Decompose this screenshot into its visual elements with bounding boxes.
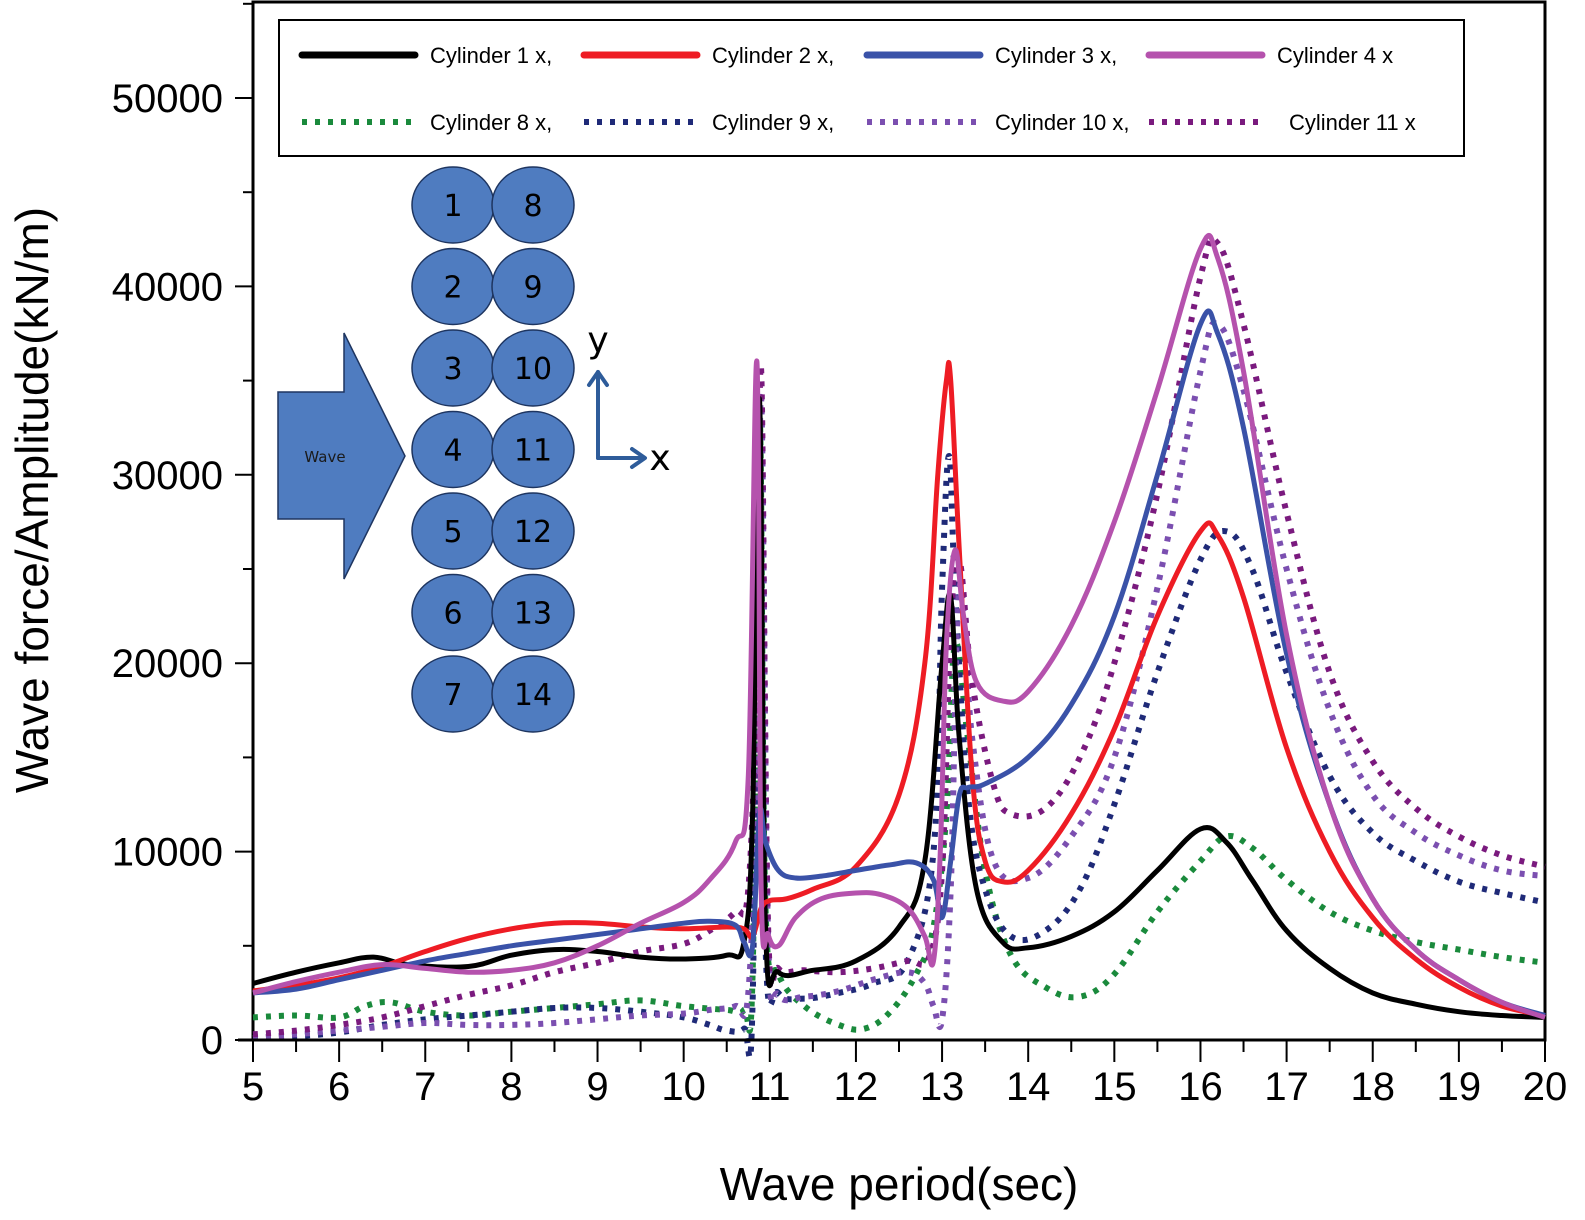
legend-item: Cylinder 4 x (1145, 43, 1393, 68)
legend-item: Cylinder 8 x, (302, 110, 552, 135)
cylinder-14: 14 (491, 655, 575, 733)
legend-item: Cylinder 10 x, (867, 110, 1130, 135)
x-tick-label: 6 (328, 1065, 350, 1109)
x-tick-label: 17 (1264, 1065, 1309, 1109)
series-line-cylinder-1-x (252, 396, 1546, 1020)
wave-label: Wave (304, 448, 345, 466)
cylinder-13: 13 (491, 573, 575, 652)
cylinder-9: 9 (491, 247, 575, 326)
y-tick-label: 0 (201, 1019, 223, 1063)
cylinder-5: 5 (411, 492, 495, 570)
cylinder-number: 8 (523, 189, 542, 224)
legend: Cylinder 1 x, Cylinder 2 x, Cylinder 3 x, C… (278, 19, 1465, 157)
x-tick-label: 7 (414, 1065, 436, 1109)
legend-label: Cylinder 8 x, (430, 110, 552, 135)
cylinder-number: 3 (443, 352, 462, 387)
cylinder-number: 6 (443, 597, 462, 632)
y-axis-title: Wave force/Amplitude(kN/m) (6, 207, 58, 793)
legend-label: Cylinder 9 x, (712, 110, 834, 135)
cylinder-number: 12 (514, 515, 552, 550)
series-line-cylinder-4-x (252, 232, 1546, 1020)
cylinder-number: 13 (514, 597, 552, 632)
axis-y-letter: y (587, 320, 608, 361)
cylinder-number: 1 (443, 189, 462, 224)
x-tick-label: 14 (1006, 1065, 1051, 1109)
coordinate-axes-icon (587, 370, 647, 469)
cylinder-number: 7 (443, 678, 462, 713)
legend-item: Cylinder 11 x (1149, 110, 1416, 135)
y-tick-label: 50000 (112, 77, 223, 121)
cylinder-11: 11 (491, 410, 575, 489)
legend-label: Cylinder 3 x, (995, 43, 1117, 68)
legend-item: Cylinder 2 x, (580, 43, 834, 68)
legend-item: Cylinder 1 x, (298, 43, 552, 68)
wave-arrow-icon (277, 332, 406, 580)
legend-item: Cylinder 9 x, (584, 110, 834, 135)
cylinder-8: 8 (491, 166, 575, 244)
legend-label: Cylinder 1 x, (430, 43, 552, 68)
cylinder-number: 14 (514, 678, 552, 713)
cylinder-number: 11 (514, 434, 552, 469)
y-tick-label: 30000 (112, 454, 223, 498)
cylinder-12: 12 (491, 492, 575, 570)
series-line-cylinder-2-x (252, 360, 1546, 1018)
legend-label: Cylinder 10 x, (995, 110, 1130, 135)
x-tick-label: 16 (1178, 1065, 1223, 1109)
series-line-cylinder-3-x (252, 308, 1546, 1018)
axis-x-letter: x (649, 438, 670, 479)
y-tick-label: 10000 (112, 831, 223, 875)
cylinder-4: 4 (411, 410, 495, 489)
x-tick-label: 9 (586, 1065, 608, 1109)
cylinder-number: 9 (523, 271, 542, 306)
cylinder-3: 3 (411, 329, 495, 407)
x-tick-label: 13 (920, 1065, 965, 1109)
legend-item: Cylinder 3 x, (863, 43, 1117, 68)
x-tick-label: 11 (749, 1065, 791, 1109)
legend-label: Cylinder 4 x (1277, 43, 1393, 68)
cylinder-number: 5 (443, 515, 462, 550)
cylinder-1: 1 (411, 166, 495, 244)
x-axis: 5 6 7 8 9 10 11 12 13 14 15 16 17 18 19 20 (238, 1038, 1568, 1109)
legend-label: Cylinder 11 x (1289, 110, 1416, 135)
y-tick-label: 40000 (112, 265, 223, 309)
cylinder-7: 7 (411, 655, 495, 733)
legend-entries: Cylinder 1 x, Cylinder 2 x, Cylinder 3 x, C… (298, 43, 1416, 135)
x-tick-label: 19 (1437, 1065, 1482, 1109)
x-tick-label: 8 (500, 1065, 522, 1109)
y-axis: 0 10000 20000 30000 40000 50000 (112, 2, 253, 1063)
x-axis-title: Wave period(sec) (720, 1158, 1079, 1210)
cylinder-number: 10 (514, 352, 552, 387)
x-tick-label: 15 (1092, 1065, 1137, 1109)
cylinder-6: 6 (411, 573, 495, 652)
legend-box (278, 19, 1465, 157)
cylinder-2: 2 (411, 247, 495, 326)
x-tick-label: 20 (1523, 1065, 1568, 1109)
cylinder-10: 10 (491, 329, 575, 407)
legend-label: Cylinder 2 x, (712, 43, 834, 68)
cylinder-number: 4 (443, 434, 462, 469)
series-layer (252, 232, 1546, 1061)
x-tick-label: 12 (834, 1065, 879, 1109)
y-tick-label: 20000 (112, 642, 223, 686)
x-tick-label: 18 (1350, 1065, 1395, 1109)
cylinder-number: 2 (443, 271, 462, 306)
x-tick-label: 5 (242, 1065, 264, 1109)
x-tick-label: 10 (661, 1065, 706, 1109)
